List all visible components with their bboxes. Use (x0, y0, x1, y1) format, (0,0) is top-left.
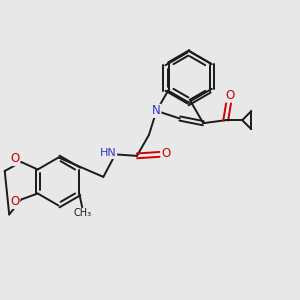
Text: CH₃: CH₃ (73, 208, 91, 218)
Text: O: O (11, 195, 20, 208)
Text: O: O (226, 89, 235, 102)
Text: HN: HN (100, 148, 116, 158)
Text: O: O (161, 147, 171, 160)
Text: N: N (152, 104, 161, 117)
Text: O: O (11, 152, 20, 166)
